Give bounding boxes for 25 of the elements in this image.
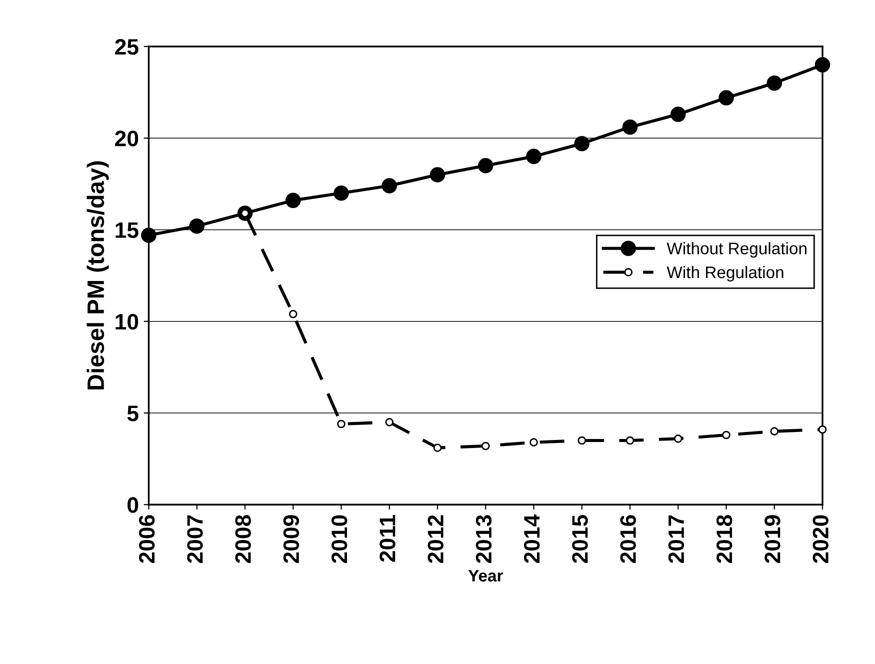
x-axis-title: Year [468, 570, 503, 582]
x-tick-label: 2011 [380, 514, 396, 562]
legend-label: With Regulation [666, 266, 784, 282]
y-axis-title: Diesel PM (tons/day) [86, 161, 109, 390]
y-tick-label: 10 [116, 314, 138, 330]
x-tick-label: 2015 [572, 514, 588, 564]
x-tick-label: 2018 [716, 515, 732, 564]
x-tick-label: 2020 [812, 515, 828, 564]
x-tick-label: 2013 [476, 515, 492, 564]
y-tick-label: 0 [128, 497, 138, 513]
x-tick-label: 2016 [620, 515, 636, 564]
x-tick-label: 2009 [283, 515, 300, 564]
x-tick-label: 2008 [235, 515, 251, 564]
x-tick-label: 2019 [764, 515, 780, 564]
y-tick-label: 20 [115, 130, 138, 146]
x-tick-label: 2014 [524, 514, 540, 564]
x-tick-label: 2012 [428, 515, 444, 564]
legend-label: Without Regulation [666, 242, 806, 258]
x-tick-label: 2006 [138, 515, 155, 564]
y-tick-label: 15 [116, 222, 138, 238]
x-tick-label: 2007 [187, 515, 203, 564]
x-tick-label: 2017 [668, 515, 684, 564]
y-tick-label: 5 [127, 406, 138, 422]
x-tick-label: 2010 [331, 515, 348, 564]
y-tick-label: 25 [115, 39, 138, 55]
